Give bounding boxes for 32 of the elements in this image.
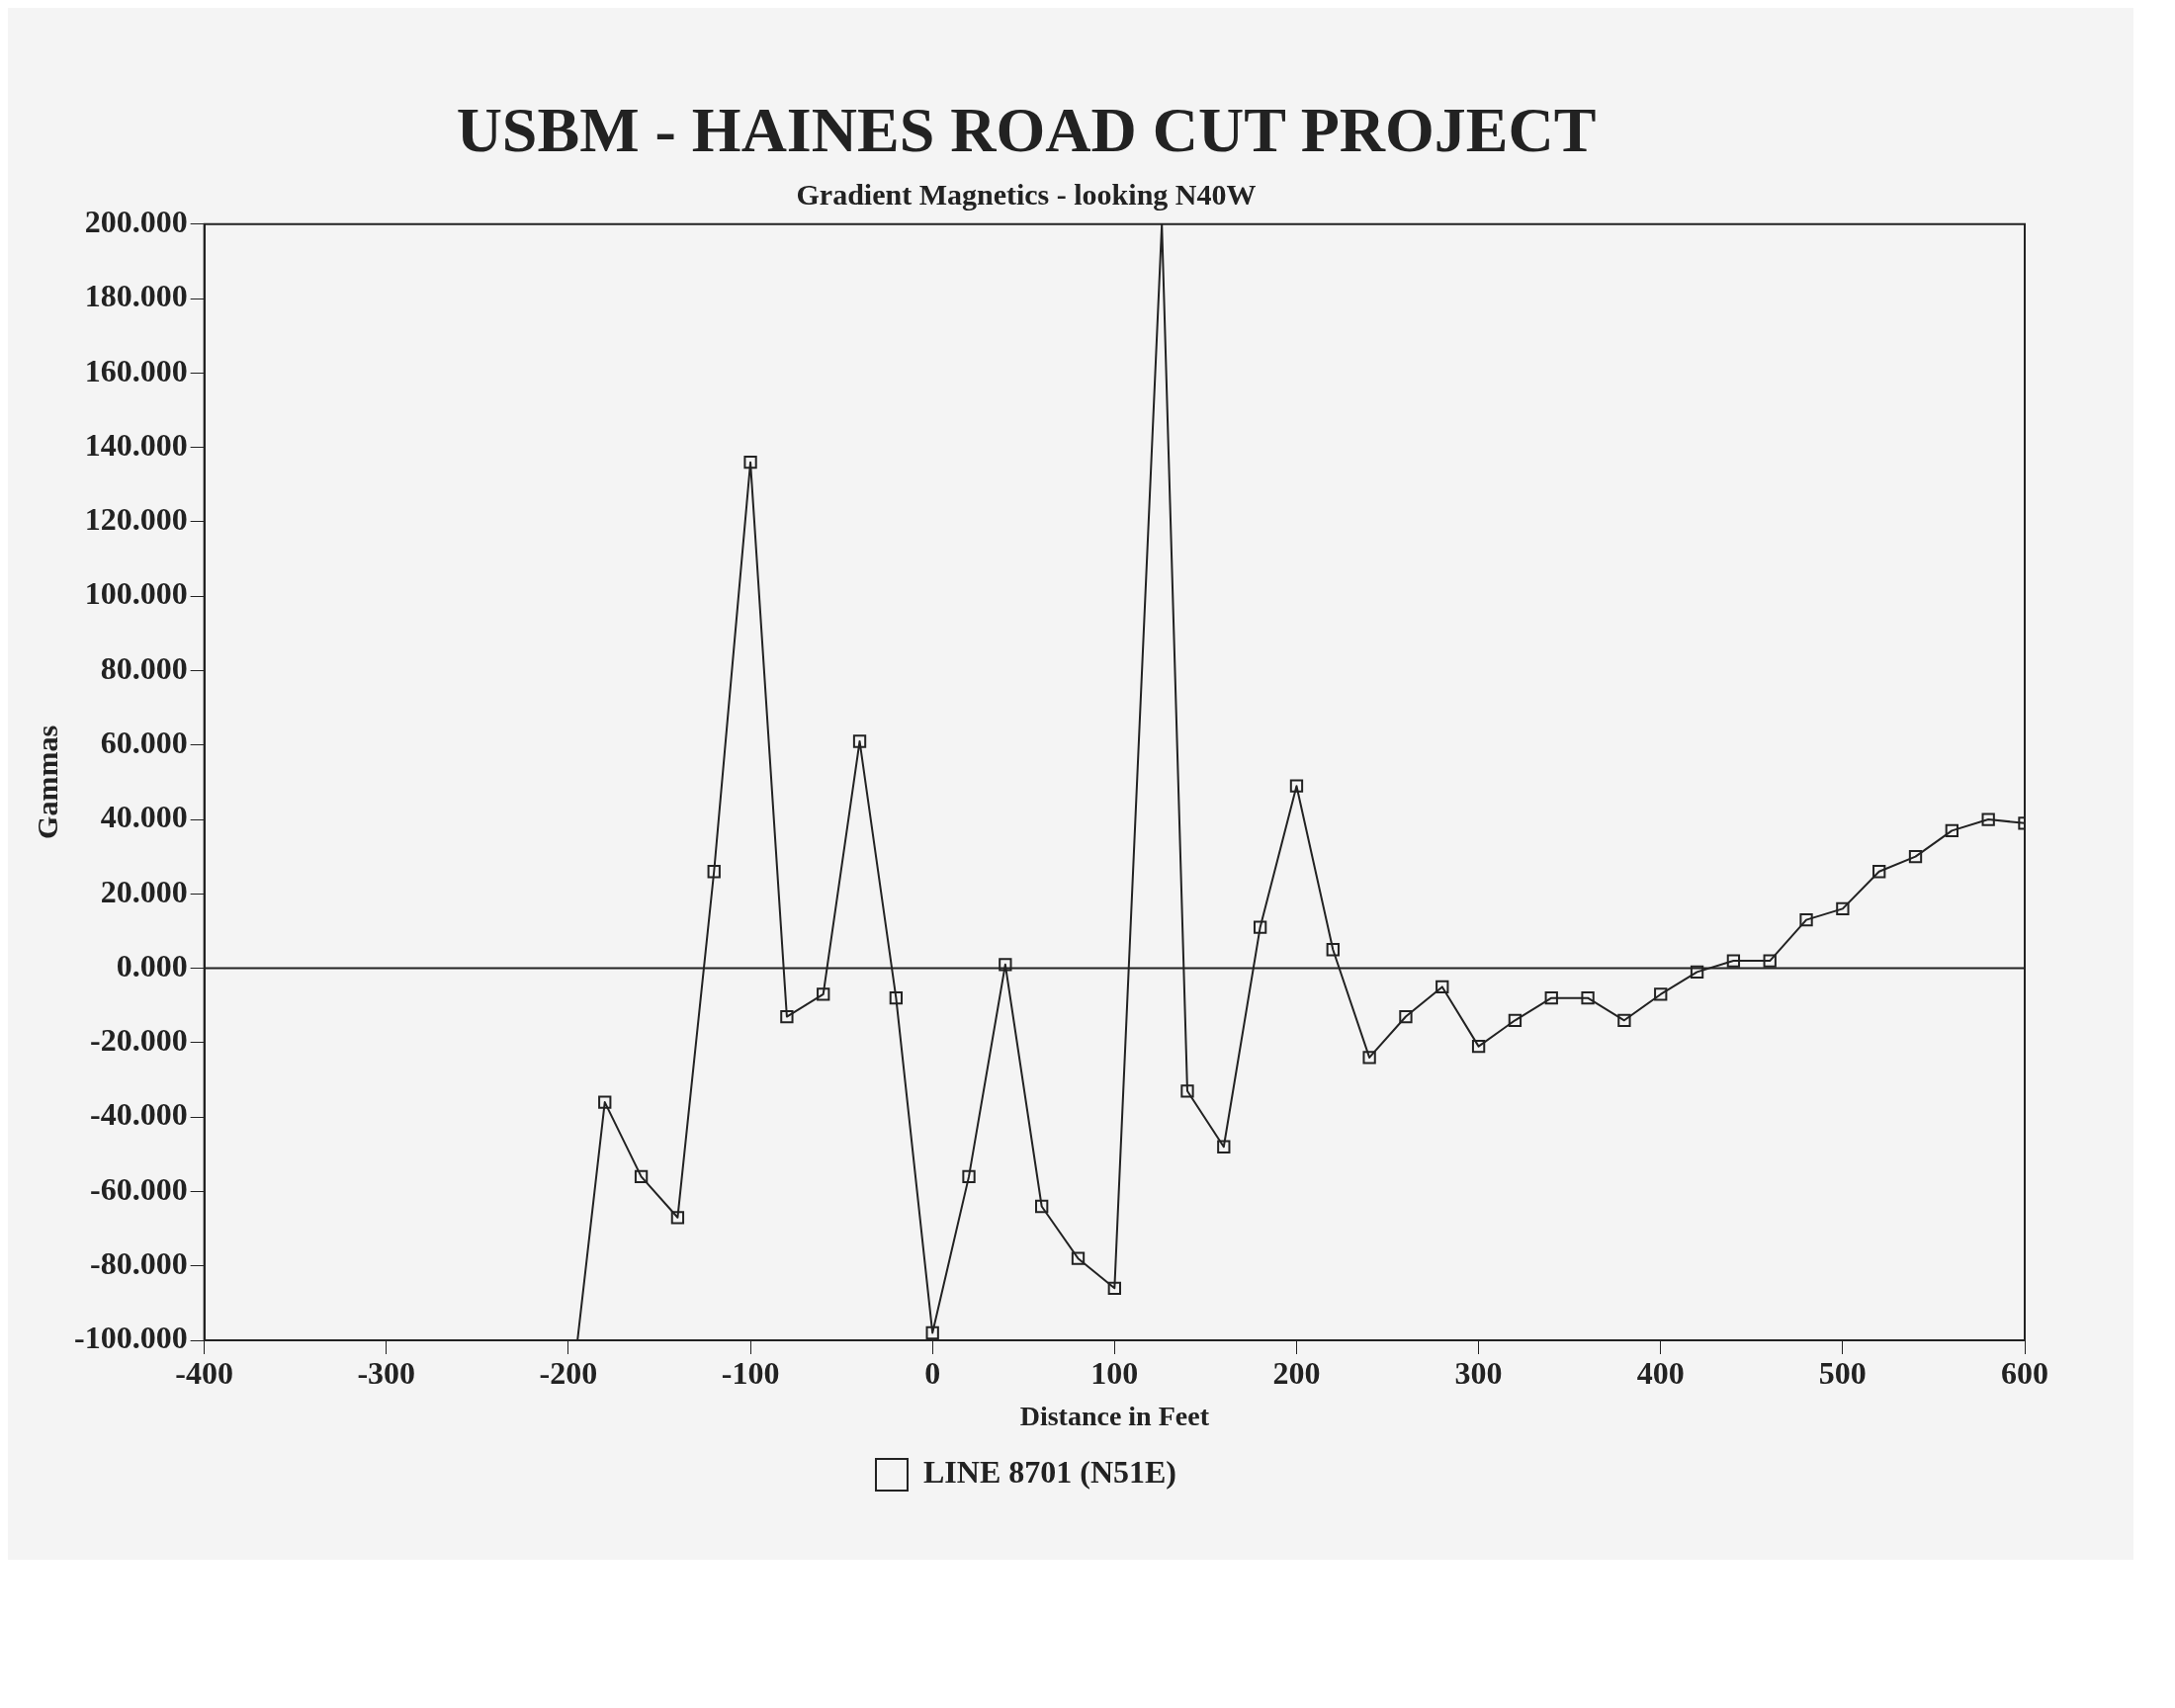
y-tick-label: 40.000 — [100, 799, 188, 835]
x-axis-title: Distance in Feet — [1019, 1401, 1210, 1432]
y-tick-label: 180.000 — [84, 278, 188, 314]
y-tick-label: -40.000 — [90, 1096, 188, 1133]
x-tick-label: 100 — [1090, 1355, 1139, 1392]
x-tick-label: 600 — [2001, 1355, 2048, 1392]
y-tick-label: -80.000 — [90, 1244, 188, 1281]
x-tick-label: -100 — [721, 1355, 780, 1392]
y-axis-title: Gammas — [30, 725, 63, 839]
x-tick-label: -400 — [175, 1355, 233, 1392]
y-tick-label: 100.000 — [84, 575, 188, 612]
x-tick-label: 300 — [1454, 1355, 1503, 1392]
x-tick-label: -200 — [539, 1355, 598, 1392]
x-tick-label: 200 — [1272, 1355, 1321, 1392]
y-tick-label: 20.000 — [100, 873, 188, 909]
y-tick-label: -100.000 — [74, 1320, 188, 1356]
x-tick-label: 0 — [924, 1355, 941, 1392]
y-tick-label: -20.000 — [90, 1022, 188, 1059]
y-tick-label: 80.000 — [100, 649, 188, 686]
chart-title: USBM - HAINES ROAD CUT PROJECT — [456, 94, 1597, 165]
y-tick-label: 200.000 — [84, 204, 188, 240]
y-tick-label: 160.000 — [84, 352, 188, 388]
chart-subtitle: Gradient Magnetics - looking N40W — [796, 177, 1257, 211]
y-tick-label: -60.000 — [90, 1170, 188, 1207]
x-tick-label: -300 — [357, 1355, 416, 1392]
x-tick-label: 400 — [1636, 1355, 1685, 1392]
y-tick-label: 140.000 — [84, 426, 188, 463]
y-tick-label: 120.000 — [84, 501, 188, 538]
legend-label: LINE 8701 (N51E) — [922, 1454, 1177, 1491]
x-tick-label: 500 — [1818, 1355, 1867, 1392]
y-tick-label: 60.000 — [100, 725, 188, 761]
y-tick-label: 0.000 — [116, 947, 188, 983]
